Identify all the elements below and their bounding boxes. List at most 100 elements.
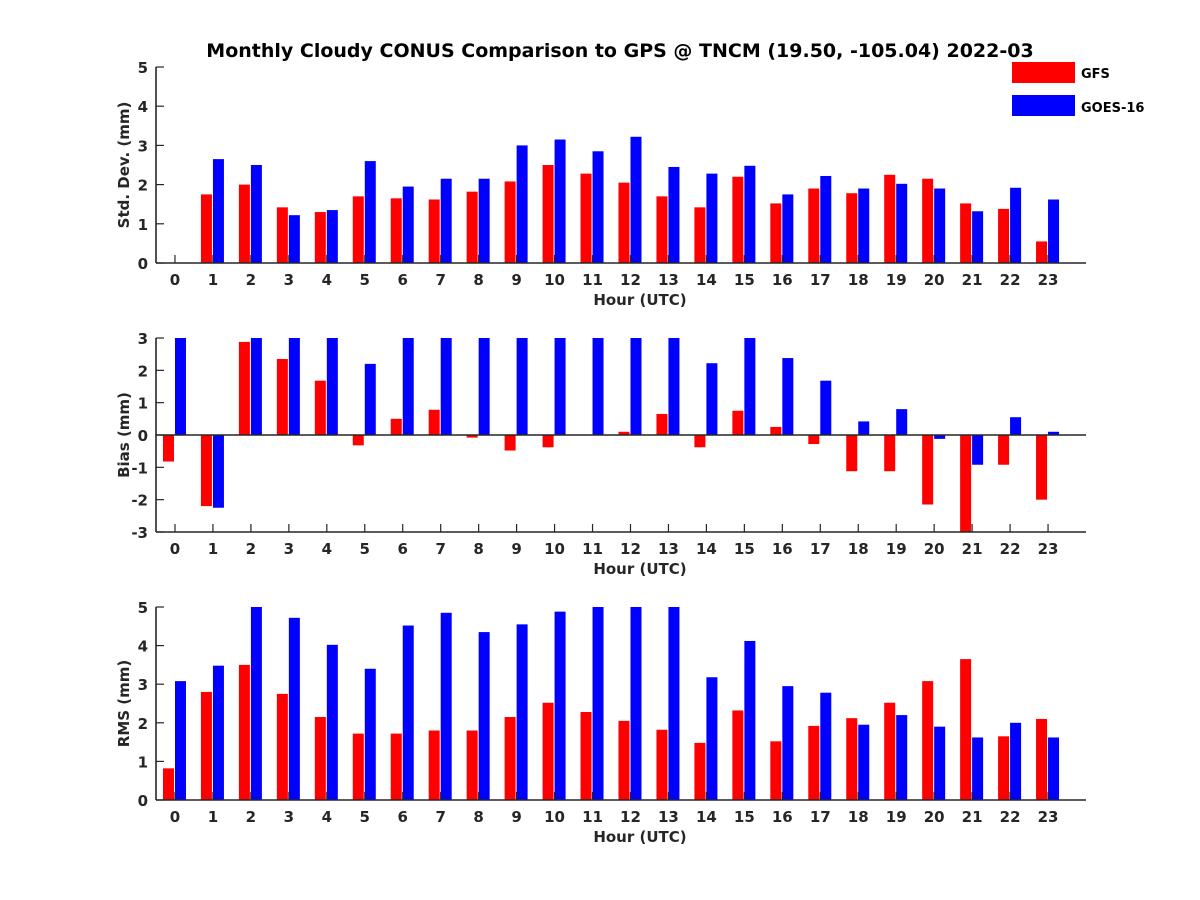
std-dev-bar-gfs-hour-11 <box>580 173 592 263</box>
std-dev-bar-goes16-hour-2 <box>250 165 262 263</box>
std-dev-bar-gfs-hour-17 <box>808 188 820 263</box>
std-dev-x-tick-label-2: 2 <box>246 271 256 289</box>
rms-x-tick-label-7: 7 <box>435 808 445 826</box>
std-dev-x-tick-label-9: 9 <box>511 271 521 289</box>
legend-goes16-swatch <box>1012 95 1075 116</box>
std-dev-bar-goes16-hour-11 <box>592 151 604 263</box>
std-dev-x-tick-label-22: 22 <box>1000 271 1021 289</box>
bias-bar-goes16-hour-4 <box>326 338 338 435</box>
rms-x-tick-label-23: 23 <box>1038 808 1059 826</box>
rms-bar-goes16-hour-19 <box>896 715 908 800</box>
rms-y-tick-label-4: 4 <box>138 638 148 656</box>
legend-goes16-label: GOES-16 <box>1081 101 1144 116</box>
rms-bar-goes16-hour-18 <box>858 724 870 800</box>
rms-bar-gfs-hour-21 <box>960 659 972 800</box>
std-dev-bar-gfs-hour-4 <box>314 212 326 263</box>
bias-bar-goes16-hour-16 <box>782 358 794 435</box>
std-dev-bar-gfs-hour-10 <box>542 165 554 263</box>
bias-y-axis-label: Bias (mm) <box>115 392 133 478</box>
bias-bar-goes16-hour-9 <box>516 338 528 435</box>
rms-x-tick-label-20: 20 <box>924 808 945 826</box>
std-dev-x-tick-label-23: 23 <box>1038 271 1059 289</box>
rms-bar-gfs-hour-12 <box>618 720 630 800</box>
bias-x-tick-label-2: 2 <box>246 540 256 558</box>
bias-bar-goes16-hour-2 <box>250 338 262 435</box>
bias-bar-gfs-hour-7 <box>428 409 440 435</box>
bias-x-tick-label-5: 5 <box>360 540 370 558</box>
bias-bar-gfs-hour-22 <box>998 435 1010 465</box>
std-dev-bar-goes16-hour-16 <box>782 194 794 263</box>
rms-bar-gfs-hour-15 <box>732 710 744 800</box>
std-dev-bar-goes16-hour-12 <box>630 136 642 263</box>
std-dev-y-tick-label-4: 4 <box>138 98 148 116</box>
std-dev-bar-goes16-hour-10 <box>554 139 566 263</box>
rms-x-tick-label-11: 11 <box>582 808 603 826</box>
rms-bar-goes16-hour-6 <box>402 625 414 800</box>
std-dev-bar-goes16-hour-20 <box>934 188 946 263</box>
bias-bar-goes16-hour-20 <box>934 435 946 439</box>
bias-x-tick-label-1: 1 <box>208 540 218 558</box>
rms-bar-goes16-hour-8 <box>478 632 490 800</box>
std-dev-bar-gfs-hour-3 <box>276 207 288 263</box>
std-dev-bar-gfs-hour-15 <box>732 176 744 263</box>
rms-bar-gfs-hour-23 <box>1036 718 1048 800</box>
bias-bar-gfs-hour-1 <box>200 435 212 507</box>
rms-bar-gfs-hour-7 <box>428 730 440 800</box>
rms-bar-goes16-hour-10 <box>554 611 566 800</box>
rms-bar-gfs-hour-17 <box>808 725 820 800</box>
bias-y-tick-label-1: 1 <box>138 395 148 413</box>
bias-x-tick-label-7: 7 <box>435 540 445 558</box>
rms-bar-goes16-hour-0 <box>174 681 186 800</box>
rms-x-tick-label-16: 16 <box>772 808 793 826</box>
rms-bar-goes16-hour-16 <box>782 686 794 800</box>
bias-x-tick-label-0: 0 <box>170 540 180 558</box>
rms-x-tick-label-1: 1 <box>208 808 218 826</box>
rms-bar-goes16-hour-23 <box>1048 737 1060 800</box>
std-dev-bar-goes16-hour-23 <box>1048 199 1060 263</box>
rms-x-tick-label-22: 22 <box>1000 808 1021 826</box>
bias-x-tick-label-3: 3 <box>284 540 294 558</box>
bias-bar-goes16-hour-17 <box>820 380 832 435</box>
std-dev-x-tick-label-1: 1 <box>208 271 218 289</box>
std-dev-bar-goes16-hour-9 <box>516 145 528 263</box>
std-dev-bar-gfs-hour-18 <box>846 193 858 263</box>
bias-x-tick-label-17: 17 <box>810 540 831 558</box>
bias-x-tick-label-20: 20 <box>924 540 945 558</box>
rms-bar-gfs-hour-18 <box>846 718 858 800</box>
std-dev-x-tick-label-8: 8 <box>473 271 483 289</box>
std-dev-x-tick-label-0: 0 <box>170 271 180 289</box>
rms-bar-goes16-hour-3 <box>288 617 300 800</box>
legend-gfs-swatch <box>1012 62 1075 83</box>
bias-x-tick-label-23: 23 <box>1038 540 1059 558</box>
rms-bar-goes16-hour-21 <box>972 737 984 800</box>
bias-bar-gfs-hour-23 <box>1036 435 1048 500</box>
std-dev-x-tick-label-15: 15 <box>734 271 755 289</box>
bias-bar-gfs-hour-21 <box>960 435 972 532</box>
rms-bar-gfs-hour-8 <box>466 730 478 800</box>
bias-bar-gfs-hour-12 <box>618 431 630 435</box>
std-dev-y-tick-label-0: 0 <box>138 255 148 273</box>
rms-x-tick-label-21: 21 <box>962 808 983 826</box>
rms-bar-gfs-hour-11 <box>580 711 592 800</box>
bias-y-tick-label--3: -3 <box>131 524 148 542</box>
std-dev-bar-gfs-hour-14 <box>694 207 706 263</box>
bias-panel: 0 1 2 3 4 5 6 7 8 9 10 11 12 13 14 15 16 17 18 19 20 21 22 23-3… <box>115 330 1086 578</box>
rms-y-tick-label-3: 3 <box>138 676 148 694</box>
rms-bar-goes16-hour-13 <box>668 607 680 800</box>
rms-bar-gfs-hour-4 <box>314 717 326 800</box>
rms-x-axis-label: Hour (UTC) <box>593 828 686 846</box>
std-dev-bar-goes16-hour-14 <box>706 173 718 263</box>
rms-x-tick-label-8: 8 <box>473 808 483 826</box>
std-dev-bar-gfs-hour-8 <box>466 191 478 263</box>
rms-bar-gfs-hour-9 <box>504 717 516 800</box>
rms-x-tick-label-13: 13 <box>658 808 679 826</box>
rms-x-tick-label-17: 17 <box>810 808 831 826</box>
bias-x-tick-label-19: 19 <box>886 540 907 558</box>
rms-bar-goes16-hour-1 <box>212 665 224 800</box>
bias-bar-goes16-hour-6 <box>402 338 414 435</box>
rms-bar-goes16-hour-2 <box>250 607 262 800</box>
std-dev-bar-gfs-hour-16 <box>770 203 782 263</box>
rms-bar-goes16-hour-9 <box>516 624 528 800</box>
rms-x-tick-label-0: 0 <box>170 808 180 826</box>
std-dev-x-tick-label-12: 12 <box>620 271 641 289</box>
